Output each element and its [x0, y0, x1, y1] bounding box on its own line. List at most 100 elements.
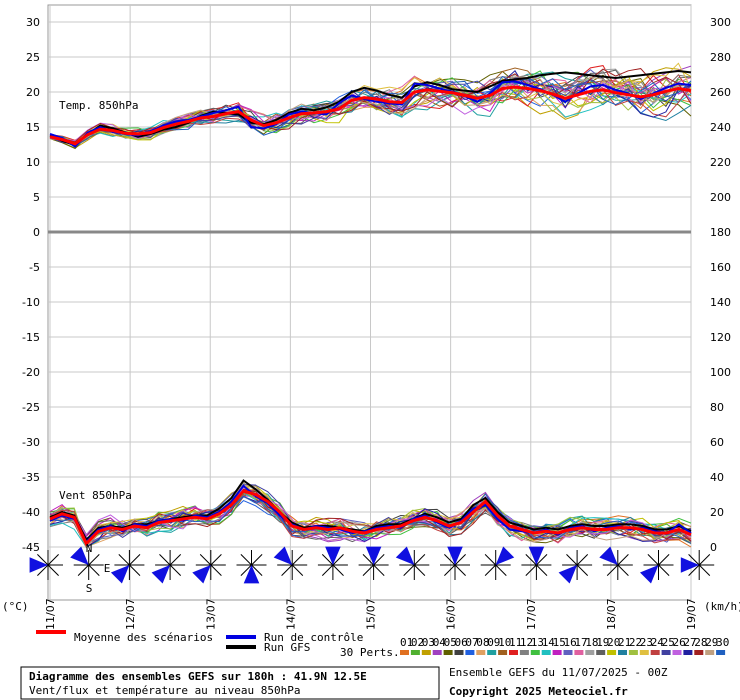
member-number: 22: [629, 636, 642, 649]
rose-spoke: [169, 554, 182, 566]
member-swatch: [421, 650, 431, 655]
right-tick-label: 240: [710, 121, 731, 134]
rose-sector: [495, 546, 515, 565]
legend-mean-label: Moyenne des scénarios: [74, 631, 213, 644]
member-number: 03: [422, 636, 435, 649]
member-swatch: [683, 650, 693, 655]
member-number: 11: [509, 636, 522, 649]
wind-rose: [192, 550, 226, 584]
member-number: 19: [596, 636, 609, 649]
highlight-series: [49, 69, 692, 547]
x-tick-label: 18/07: [605, 598, 618, 630]
wind-rose: [317, 546, 348, 580]
rose-spoke: [37, 554, 49, 566]
series-temp-line: [49, 85, 692, 146]
member-number: 16: [564, 636, 577, 649]
wind-rose: [29, 550, 63, 580]
member-swatch: [716, 650, 726, 655]
member-swatch: [552, 650, 562, 655]
member-number: 08: [476, 636, 489, 649]
rose-spoke: [484, 564, 497, 576]
rose-sector: [243, 565, 260, 584]
member-swatch: [541, 650, 551, 655]
member-swatch: [476, 650, 486, 655]
rose-sector: [395, 546, 415, 565]
wind-rose: [521, 546, 552, 580]
rose-spoke: [576, 564, 589, 576]
member-number: 15: [553, 636, 566, 649]
rose-spoke: [129, 554, 141, 566]
wind-rose: [110, 550, 145, 584]
left-tick-label: -20: [22, 366, 40, 379]
rose-spoke: [495, 564, 507, 576]
left-tick-label: -35: [22, 471, 40, 484]
rose-spoke: [47, 554, 59, 566]
rose-spoke: [251, 564, 263, 576]
member-swatch: [694, 650, 704, 655]
series-wind-line: [49, 489, 692, 547]
rose-spoke: [88, 564, 100, 576]
title-box: [20, 666, 440, 700]
rose-spoke: [413, 564, 426, 576]
left-tick-label: 5: [33, 191, 40, 204]
temp-panel-label: Temp. 850hPa: [59, 99, 138, 112]
member-swatch: [432, 650, 442, 655]
member-swatch: [487, 650, 497, 655]
rose-spoke: [688, 564, 700, 576]
rose-spoke: [688, 554, 700, 566]
rose-spoke: [159, 554, 171, 566]
right-tick-label: 220: [710, 156, 731, 169]
member-number: 21: [618, 636, 631, 649]
wind-rose: [599, 546, 633, 580]
wind-rose: [273, 546, 308, 580]
rose-sector: [110, 565, 130, 584]
left-tick-label: -45: [22, 541, 40, 554]
right-tick-label: 140: [710, 296, 731, 309]
rose-spoke: [536, 554, 548, 566]
left-tick-label: -15: [22, 331, 40, 344]
member-number: 29: [705, 636, 718, 649]
member-swatch: [585, 650, 595, 655]
rose-spoke: [658, 564, 670, 576]
rose-sector: [192, 565, 211, 584]
left-tick-label: -40: [22, 506, 40, 519]
wind-rose: [680, 550, 715, 580]
member-number: 20: [607, 636, 620, 649]
member-swatch: [530, 650, 540, 655]
rose-spoke: [129, 564, 141, 576]
member-swatch: [607, 650, 617, 655]
wind-rose: [236, 550, 267, 584]
rose-spoke: [210, 554, 222, 566]
rose-spoke: [169, 564, 182, 576]
member-swatch: [400, 650, 409, 655]
member-wind-line: [49, 488, 692, 548]
left-tick-label: -5: [29, 261, 40, 274]
member-swatch: [498, 650, 508, 655]
wind-roses: NES: [29, 542, 715, 595]
rose-spoke: [617, 554, 629, 566]
left-tick-label: 0: [33, 226, 40, 239]
left-tick-label: 10: [26, 156, 40, 169]
wind-rose: [640, 550, 674, 584]
member-number: 02: [411, 636, 424, 649]
rose-sector: [325, 546, 341, 565]
member-number: 14: [542, 636, 556, 649]
member-swatch: [563, 650, 573, 655]
right-tick-label: 120: [710, 331, 731, 344]
right-axis-ticks: 3002802602402202001801601401201008060402…: [710, 16, 731, 554]
member-swatch: [443, 650, 453, 655]
rose-spoke: [566, 554, 578, 566]
left-axis-ticks: 30 25 20 15 10 5 0 -5 -10 -15 -20 -25 -30 -35 -40 -45: [22, 16, 40, 554]
rose-sector: [447, 546, 463, 565]
right-tick-label: 0: [710, 541, 717, 554]
wind-rose: [395, 546, 430, 580]
member-number: 26: [673, 636, 686, 649]
run-label: Ensemble GEFS du 11/07/2025 - 00Z: [449, 666, 668, 679]
member-number: 05: [444, 636, 457, 649]
rose-spoke: [647, 554, 659, 566]
legend-gfs-label: Run GFS: [264, 641, 310, 654]
right-tick-label: 100: [710, 366, 731, 379]
rose-sector: [528, 546, 545, 565]
rose-spoke: [321, 554, 334, 566]
chart-title: Diagramme des ensembles GEFS sur 180h : …: [29, 670, 367, 683]
